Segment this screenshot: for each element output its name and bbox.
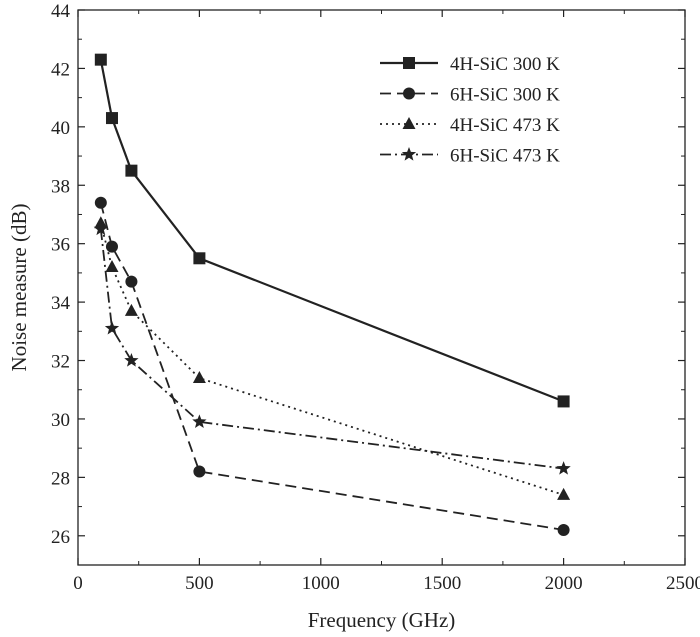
plot-area [93,53,571,536]
y-tick-label: 44 [51,1,71,22]
series-line [99,222,564,496]
legend-item: 4H-SiC 473 K [380,115,560,136]
data-point [125,164,138,177]
legend-item: 4H-SiC 300 K [380,54,560,75]
legend-marker [403,57,415,69]
x-tick-label: 500 [185,573,214,594]
y-tick-label: 42 [51,59,70,80]
legend-label: 4H-SiC 300 K [450,54,560,75]
legend-item: 6H-SiC 473 K [380,146,560,167]
x-tick-label: 2500 [666,573,700,594]
data-point [94,53,107,66]
legend-marker [402,117,416,129]
series-1 [94,196,570,536]
series-line [99,59,565,403]
data-point [193,252,206,265]
legend-marker [403,87,415,100]
data-point [556,461,571,475]
legend-label: 6H-SiC 300 K [450,85,560,106]
y-tick-label: 38 [51,176,70,197]
data-point [192,414,207,428]
legend: 4H-SiC 300 K 6H-SiC 300 K 4H-SiC 473 K 6H-S… [380,54,560,167]
y-tick-label: 40 [51,118,70,139]
legend-marker [401,147,417,161]
data-point [124,303,138,316]
data-point [105,260,119,273]
series-2 [94,216,571,500]
data-point [125,275,138,288]
y-tick-label: 34 [51,293,71,314]
y-axis-label: Noise measure (dB) [7,204,31,372]
series-line [99,228,564,470]
x-tick-label: 1500 [423,573,461,594]
y-tick-label: 28 [51,468,70,489]
x-axis-label: Frequency (GHz) [308,608,456,632]
y-tick-label: 30 [51,410,70,431]
series-0 [94,53,570,408]
legend-item: 6H-SiC 300 K [380,85,560,106]
y-tick-label: 26 [51,527,70,548]
data-point [94,196,107,209]
data-point [104,320,120,335]
y-tick-label: 36 [51,235,70,256]
series-line [99,202,564,531]
data-point [193,465,206,478]
x-tick-label: 2000 [545,573,583,594]
data-point [557,395,570,408]
data-point [105,112,118,125]
legend-label: 6H-SiC 473 K [450,146,560,167]
x-tick-label: 1000 [302,573,340,594]
axes: 0 500 1000 1500 2000 2500 26 28 30 32 34 36 38 40 42 44 [51,1,700,594]
series-3 [93,221,571,475]
y-tick-label: 32 [51,352,70,373]
data-point [124,353,139,367]
data-point [557,523,570,536]
data-point [192,371,206,384]
data-point [93,221,108,236]
data-point [557,487,571,500]
data-point [105,240,118,253]
legend-label: 4H-SiC 473 K [450,115,560,136]
x-tick-label: 0 [73,573,83,594]
